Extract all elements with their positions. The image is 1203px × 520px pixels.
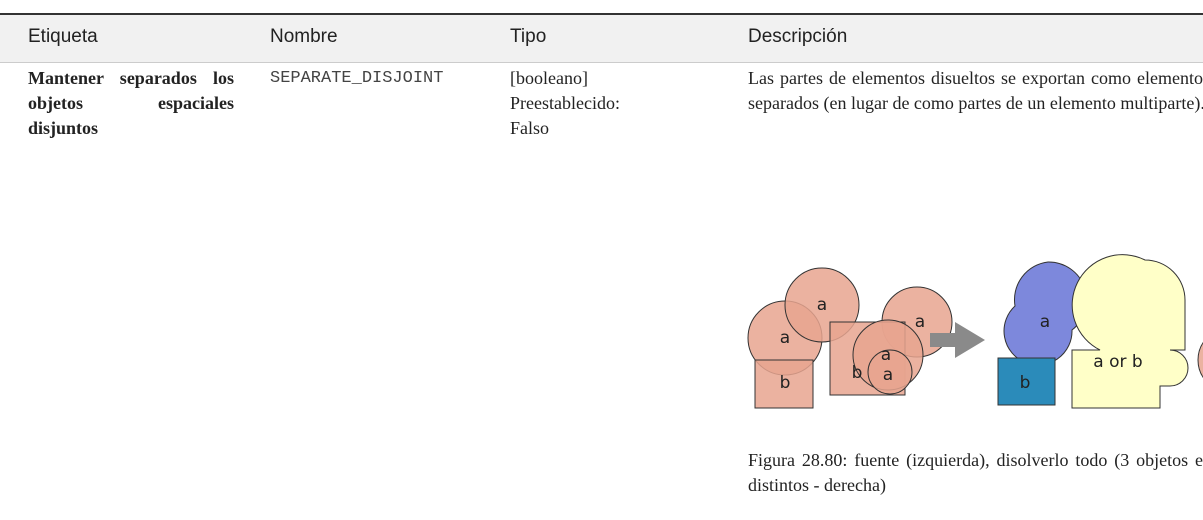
type-line: Preestablecido:	[510, 93, 620, 113]
name-cell: SEPARATE_DISJOINT	[270, 69, 444, 88]
figure-label: a	[915, 312, 925, 332]
header-cell: Nombre	[270, 26, 338, 47]
figure-label: a	[881, 345, 891, 365]
header-cell: Tipo	[510, 26, 547, 47]
figure-label: b	[780, 373, 791, 393]
header-cell: Descripción	[748, 26, 848, 47]
figure-label: b	[852, 363, 863, 383]
header-row	[0, 15, 1203, 63]
figure-label: b	[1020, 373, 1031, 393]
figure-label: a or b	[1093, 352, 1142, 372]
figure-label: a	[780, 328, 790, 348]
type-line: Falso	[510, 118, 550, 138]
figure-label: a	[817, 295, 827, 315]
caption: Figura 28.80: fuente (izquierda), disolv…	[748, 450, 1203, 495]
label-cell: Mantener separados los objetos espaciale…	[28, 68, 234, 138]
type-line: [booleano]	[510, 68, 588, 88]
type-cell: [booleano] Preestablecido: Falso	[510, 66, 730, 141]
figure-label: a	[883, 365, 893, 385]
description: Las partes de elementos disueltos se exp…	[748, 68, 1203, 113]
table-border	[0, 13, 1203, 15]
figure-label: a	[1040, 312, 1050, 332]
header-cell: Etiqueta	[28, 26, 98, 47]
